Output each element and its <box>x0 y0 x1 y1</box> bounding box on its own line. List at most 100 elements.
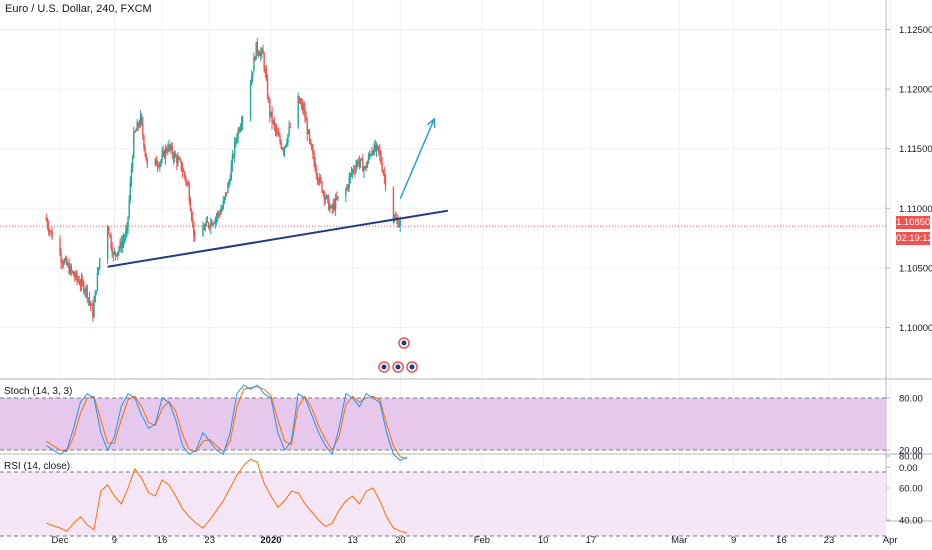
candle <box>224 191 227 200</box>
candle <box>267 94 270 103</box>
candle-body <box>213 222 215 224</box>
candle <box>353 164 355 175</box>
candle-body <box>64 258 67 261</box>
candle <box>119 238 121 252</box>
candle <box>325 193 328 200</box>
candle <box>374 139 376 153</box>
candle <box>174 151 177 158</box>
candle-body <box>358 162 361 165</box>
candle-body <box>161 154 163 161</box>
y-tick-label: 0.00 <box>899 463 918 474</box>
candle <box>274 122 277 136</box>
candle <box>383 166 386 184</box>
candle <box>134 130 136 134</box>
candle <box>171 142 173 159</box>
candle <box>271 105 273 130</box>
candle <box>286 138 288 148</box>
candle-body <box>397 219 399 227</box>
candle-body <box>324 198 327 200</box>
candle-body <box>202 228 204 237</box>
candle-body <box>254 57 256 60</box>
candle-body <box>206 220 209 223</box>
candle-body <box>78 280 80 285</box>
candle-body <box>125 231 127 238</box>
candle-body <box>321 181 323 192</box>
candle-body <box>309 139 312 145</box>
candle <box>135 128 137 133</box>
candle-body <box>280 141 282 148</box>
candle <box>92 299 94 322</box>
x-tick-label: 10 <box>538 535 549 546</box>
candle-body <box>229 180 231 183</box>
candle <box>297 92 299 130</box>
candle-body <box>188 185 190 202</box>
x-tick-label: 23 <box>824 535 835 546</box>
candle-body <box>185 177 187 183</box>
x-tick-label: 20 <box>395 535 406 546</box>
event-marker-dot <box>381 364 387 370</box>
candle <box>337 195 339 202</box>
candle <box>128 195 130 220</box>
candle-body <box>86 286 88 299</box>
candle <box>261 47 263 59</box>
candle-body <box>51 231 53 239</box>
candle-body <box>330 206 332 208</box>
candle <box>312 144 314 160</box>
candle-body <box>113 252 116 254</box>
candle-body <box>282 149 285 153</box>
candle <box>205 216 208 227</box>
candle-body <box>97 267 100 274</box>
candle <box>220 204 222 215</box>
candle-body <box>265 72 268 80</box>
candle <box>121 235 124 253</box>
candle-body <box>351 169 354 173</box>
candle-body <box>354 170 356 172</box>
candle-body <box>173 153 176 159</box>
candle <box>179 156 181 163</box>
candle-body <box>171 146 173 155</box>
candle-body <box>263 53 265 70</box>
candle <box>114 251 117 261</box>
candle <box>334 193 337 216</box>
candle <box>315 164 318 180</box>
candle-body <box>325 195 328 199</box>
candle <box>89 300 92 312</box>
candle <box>356 159 358 169</box>
candle-body <box>45 217 48 221</box>
candle-body <box>382 170 384 174</box>
candle <box>221 205 223 212</box>
candle <box>370 153 372 158</box>
candle <box>256 37 259 57</box>
candle-body <box>181 169 184 172</box>
candle <box>287 133 289 147</box>
candle <box>363 165 365 179</box>
candle-body <box>231 155 234 166</box>
candle <box>78 275 80 286</box>
candle-body <box>164 148 167 158</box>
candle-body <box>232 155 235 157</box>
candle <box>127 216 129 234</box>
candle-body <box>219 213 221 215</box>
candle-body <box>298 96 301 103</box>
candle-body <box>207 222 210 227</box>
candle-body <box>278 134 280 137</box>
candle-body <box>98 258 101 268</box>
candle <box>168 139 170 152</box>
candle <box>178 155 180 160</box>
candle <box>308 128 311 145</box>
candle <box>282 147 285 156</box>
candle <box>173 150 176 163</box>
candles <box>45 37 401 322</box>
candle-body <box>337 196 339 199</box>
y-tick-label: 1.12000 <box>899 85 932 96</box>
candle-body <box>364 166 366 168</box>
candle <box>348 171 350 193</box>
candle-body <box>129 181 132 200</box>
candle <box>371 146 373 156</box>
candle <box>194 230 196 242</box>
candle <box>98 258 101 271</box>
candle <box>120 235 122 253</box>
candle-body <box>94 291 96 303</box>
candle <box>229 174 231 186</box>
